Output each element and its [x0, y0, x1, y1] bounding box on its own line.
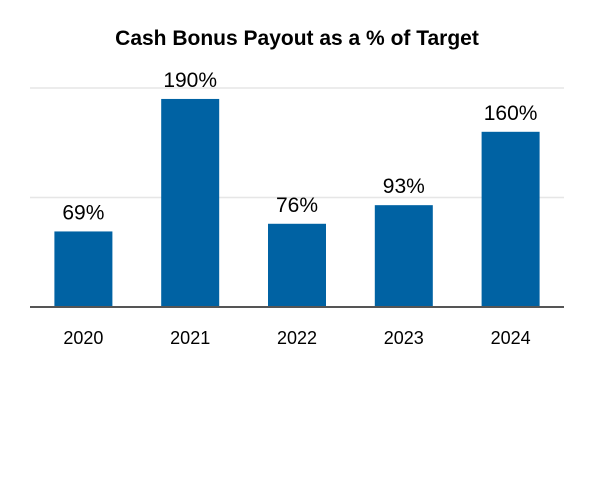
x-tick-labels: 2020 2021 2022 2023 2024	[63, 328, 530, 348]
data-label-2023: 93%	[383, 175, 425, 198]
data-label-2024: 160%	[484, 102, 538, 125]
data-labels: 69% 190% 76% 93% 160%	[62, 69, 537, 224]
x-tick-2023: 2023	[384, 328, 424, 348]
data-label-2022: 76%	[276, 194, 318, 217]
gridlines	[30, 87, 564, 199]
x-tick-2022: 2022	[277, 328, 317, 348]
bars	[54, 98, 540, 307]
data-label-2021: 190%	[163, 69, 217, 92]
bar-2020	[54, 231, 113, 307]
bar-2021	[161, 98, 220, 307]
bar-2022	[268, 223, 326, 307]
x-tick-2024: 2024	[491, 328, 531, 348]
x-tick-2021: 2021	[170, 328, 210, 348]
data-label-2020: 69%	[62, 201, 104, 224]
bar-2023	[374, 205, 433, 307]
bar-2024	[481, 131, 540, 307]
x-tick-2020: 2020	[63, 328, 103, 348]
chart-title: Cash Bonus Payout as a % of Target	[115, 27, 479, 50]
